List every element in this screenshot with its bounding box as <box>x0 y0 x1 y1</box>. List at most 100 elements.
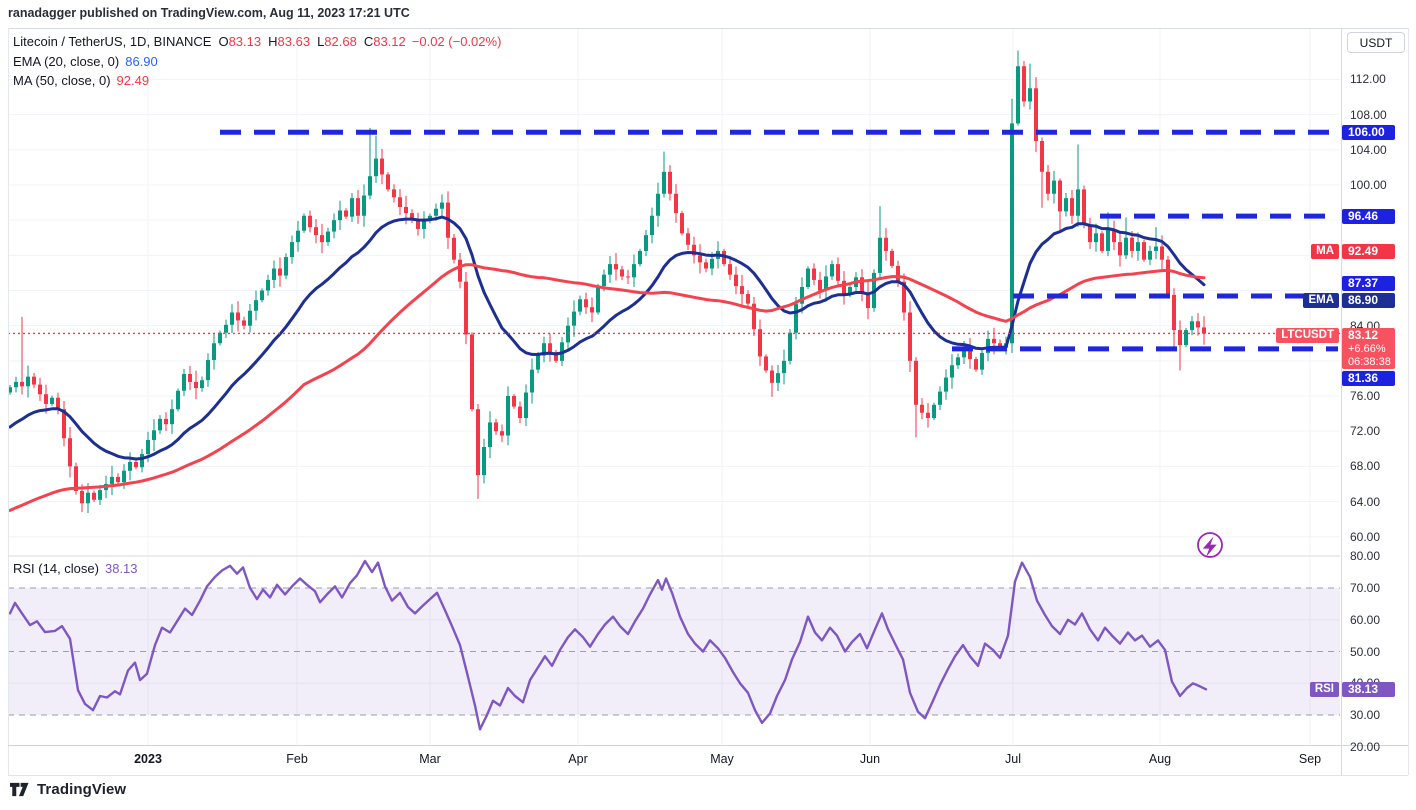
candle-body <box>986 338 990 353</box>
candle-body <box>86 492 90 504</box>
candle-body <box>1202 327 1206 334</box>
tradingview-branding[interactable]: TradingView <box>9 780 126 799</box>
candle-body <box>254 300 258 311</box>
candle-body <box>440 202 444 209</box>
candle-body <box>1058 180 1062 212</box>
candle-body <box>32 376 36 385</box>
rsi-tick-label: 70.00 <box>1350 581 1381 595</box>
candle-body <box>1070 198 1074 216</box>
rsi-tick-label: 80.00 <box>1350 549 1381 564</box>
price-tick-label: 68.00 <box>1350 459 1381 474</box>
candle-body <box>602 274 606 287</box>
candle-body <box>860 277 864 294</box>
level-8136-axis-badge: 81.36 <box>1342 371 1395 387</box>
last-price-axis-badge: 83.12 +6.66% 06:38:38 LTCUSDT <box>1276 327 1395 369</box>
price-tick-label: 108.00 <box>1350 107 1387 122</box>
candle-body <box>1166 259 1170 295</box>
symbol-legend-row[interactable]: Litecoin / TetherUS, 1D, BINANCE O83.13 H8… <box>13 32 501 52</box>
candle-body <box>182 374 186 391</box>
candle-body <box>212 343 216 360</box>
candle-body <box>722 250 726 265</box>
candle-body <box>1112 228 1116 243</box>
candle-body <box>848 286 852 295</box>
candle-body <box>620 269 624 277</box>
candle-body <box>302 215 306 231</box>
candle-body <box>422 221 426 229</box>
ma-legend-row[interactable]: MA (50, close, 0) 92.49 <box>13 71 501 91</box>
candle-body <box>404 206 408 214</box>
time-tick-label: Aug <box>1148 752 1172 766</box>
rsi-legend-row[interactable]: RSI (14, close) 38.13 <box>13 561 138 576</box>
candle-body <box>572 311 576 326</box>
boost-lightning-icon[interactable] <box>1197 532 1223 558</box>
open-label: O <box>218 34 229 49</box>
candle-body <box>110 476 114 484</box>
close-value: 83.12 <box>373 34 406 49</box>
candle-body <box>1046 171 1050 194</box>
candle-body <box>584 299 588 308</box>
candle-body <box>392 189 396 198</box>
candle-body <box>674 193 678 214</box>
level-9646-axis-badge: 96.46 <box>1342 208 1395 224</box>
candle-body <box>140 454 144 468</box>
candle-body <box>344 210 348 217</box>
ema-line <box>8 215 1206 461</box>
high-value: 83.63 <box>277 34 311 49</box>
candle-body <box>728 264 732 275</box>
candle-body <box>1136 242 1140 251</box>
candle-body <box>1148 250 1152 260</box>
candle-body <box>818 279 822 291</box>
candle-body <box>242 320 246 326</box>
candle-body <box>824 276 828 291</box>
candle-body <box>194 381 198 389</box>
candle-body <box>398 197 402 207</box>
candle-body <box>188 374 192 382</box>
candle-body <box>896 265 900 282</box>
time-axis[interactable]: 2023 Feb Mar Apr May Jun Jul Aug Sep <box>8 746 1341 775</box>
candle-body <box>332 220 336 232</box>
candle-body <box>1154 246 1158 251</box>
last-price-pill-label: LTCUSDT <box>1276 327 1339 343</box>
ema-legend-row[interactable]: EMA (20, close, 0) 86.90 <box>13 52 501 72</box>
candle-body <box>152 430 156 440</box>
candle-body <box>734 274 738 287</box>
candle-body <box>296 230 300 243</box>
candle-body <box>20 381 24 387</box>
symbol-title: Litecoin / TetherUS, 1D, BINANCE <box>13 34 212 49</box>
candle-body <box>476 409 480 476</box>
ema-value: 86.90 <box>125 53 158 69</box>
candle-body <box>1106 228 1110 251</box>
tradingview-logo-icon <box>10 782 29 797</box>
candle-body <box>920 404 924 413</box>
rsi-tick-label: 60.00 <box>1350 612 1381 627</box>
candle-body <box>794 303 798 333</box>
candle-body <box>236 312 240 321</box>
candle-body <box>788 332 792 361</box>
candle-body <box>290 242 294 258</box>
candle-body <box>1082 189 1086 225</box>
rsi-tick-label: 20.00 <box>1350 739 1381 754</box>
currency-toggle-button[interactable]: USDT <box>1347 32 1405 53</box>
candle-body <box>230 312 234 325</box>
candle-body <box>326 231 330 243</box>
candle-body <box>980 352 984 370</box>
candle-body <box>80 490 84 504</box>
badge-sub-row: 06:38:38 <box>1348 355 1391 368</box>
candle-body <box>44 394 48 404</box>
candle-body <box>482 447 486 476</box>
candle-body <box>134 461 138 468</box>
price-axis[interactable]: 112.00 108.00 104.00 100.00 84.00 76.00 72.00 6… <box>1276 28 1416 775</box>
time-tick-label: May <box>710 752 734 766</box>
candle-body <box>974 359 978 370</box>
candle-body <box>386 174 390 190</box>
candle-body <box>1040 141 1044 172</box>
rsi-axis-badge: 38.13 RSI <box>1309 681 1395 697</box>
time-tick-label: Sep <box>1298 752 1322 766</box>
candle-body <box>548 343 552 353</box>
candle-body <box>650 215 654 236</box>
candle-body <box>932 404 936 418</box>
candle-body <box>452 237 456 260</box>
rsi-tick-label: 30.00 <box>1350 708 1381 722</box>
rsi-label: RSI (14, close) <box>13 561 99 576</box>
